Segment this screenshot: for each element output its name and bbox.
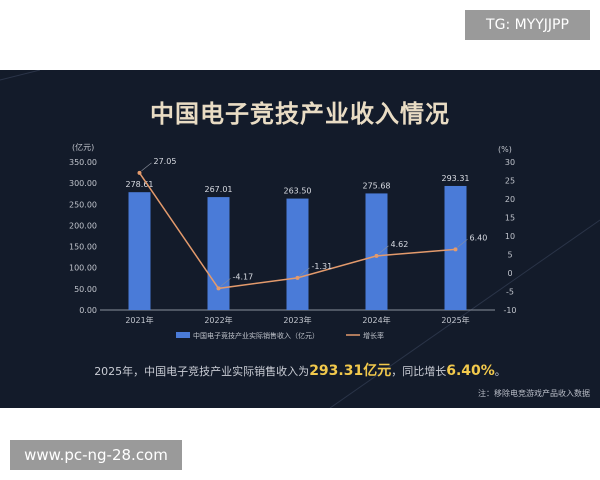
decor-line: [329, 219, 600, 408]
chart-title: 中国电子竞技产业收入情况: [150, 100, 450, 128]
bar-label: 275.68: [363, 181, 391, 190]
bar: [207, 197, 230, 310]
bar: [365, 193, 388, 310]
bar: [286, 198, 309, 310]
legend-line-label: 增长率: [363, 331, 384, 340]
label-leader: [299, 267, 310, 277]
x-tick-label: 2021年: [125, 315, 153, 325]
right-tick-label: 5: [507, 251, 512, 260]
label-leader: [457, 239, 468, 248]
decor-line: [0, 70, 41, 81]
label-leader: [220, 278, 231, 287]
x-tick-label: 2022年: [204, 315, 232, 325]
left-tick-label: 150.00: [69, 243, 97, 252]
left-tick-label: 0.00: [79, 306, 97, 315]
summary-mid: ，同比增长: [391, 365, 447, 378]
footnote: 注：移除电竞游戏产品收入数据: [478, 389, 590, 398]
label-leader: [141, 162, 152, 172]
watermark-bottom: www.pc-ng-28.com: [10, 440, 182, 470]
growth-label: 4.62: [391, 240, 409, 249]
right-tick-label: -10: [503, 306, 516, 315]
right-tick-label: -5: [506, 288, 514, 297]
growth-label: -4.17: [233, 272, 254, 281]
growth-point: [374, 253, 379, 258]
x-tick-label: 2024年: [362, 315, 390, 325]
watermark-top: TG: MYYJJPP: [465, 10, 590, 40]
growth-point: [137, 170, 142, 175]
x-tick-label: 2025年: [441, 315, 469, 325]
left-tick-label: 350.00: [69, 158, 97, 167]
right-axis-unit: (%): [498, 145, 512, 154]
summary-value: 293.31亿元: [309, 363, 392, 379]
label-leader: [378, 245, 389, 255]
summary-suffix: 。: [494, 365, 506, 378]
chart: (亿元) (%) 0.00 50.00 100.00 150.00 200.00 250.00…: [0, 70, 600, 408]
left-tick-label: 50.00: [74, 285, 97, 294]
growth-label: 6.40: [470, 233, 488, 242]
summary-growth: 6.40%: [446, 363, 495, 379]
growth-point: [295, 275, 300, 280]
right-tick-label: 30: [505, 158, 515, 167]
x-tick-label: 2023年: [283, 315, 311, 325]
summary-prefix: 2025年，中国电子竞技产业实际销售收入为: [94, 365, 310, 378]
chart-panel: (亿元) (%) 0.00 50.00 100.00 150.00 200.00 250.00…: [0, 70, 600, 408]
bar: [128, 192, 151, 310]
left-tick-label: 250.00: [69, 200, 97, 209]
summary-text: 2025年，中国电子竞技产业实际销售收入为293.31亿元，同比增长6.40%。: [0, 360, 600, 380]
right-tick-label: 20: [505, 195, 515, 204]
growth-label: -1.31: [312, 262, 333, 271]
growth-point: [453, 247, 458, 252]
left-tick-label: 200.00: [69, 221, 97, 230]
legend-bar-swatch: [176, 332, 190, 338]
left-tick-label: 300.00: [69, 179, 97, 188]
bar-label: 278.61: [126, 180, 154, 189]
right-tick-label: 0: [507, 269, 512, 278]
left-axis-unit: (亿元): [72, 142, 94, 152]
right-tick-label: 25: [505, 177, 515, 186]
growth-label: 27.05: [154, 157, 177, 166]
growth-point: [216, 286, 221, 291]
bar-label: 293.31: [442, 174, 470, 183]
right-tick-label: 10: [505, 232, 515, 241]
legend-bar-label: 中国电子竞技产业实际销售收入（亿元）: [193, 331, 319, 340]
left-tick-label: 100.00: [69, 264, 97, 273]
bar-label: 263.50: [284, 187, 312, 196]
right-tick-label: 15: [505, 214, 515, 223]
bar-label: 267.01: [205, 185, 233, 194]
